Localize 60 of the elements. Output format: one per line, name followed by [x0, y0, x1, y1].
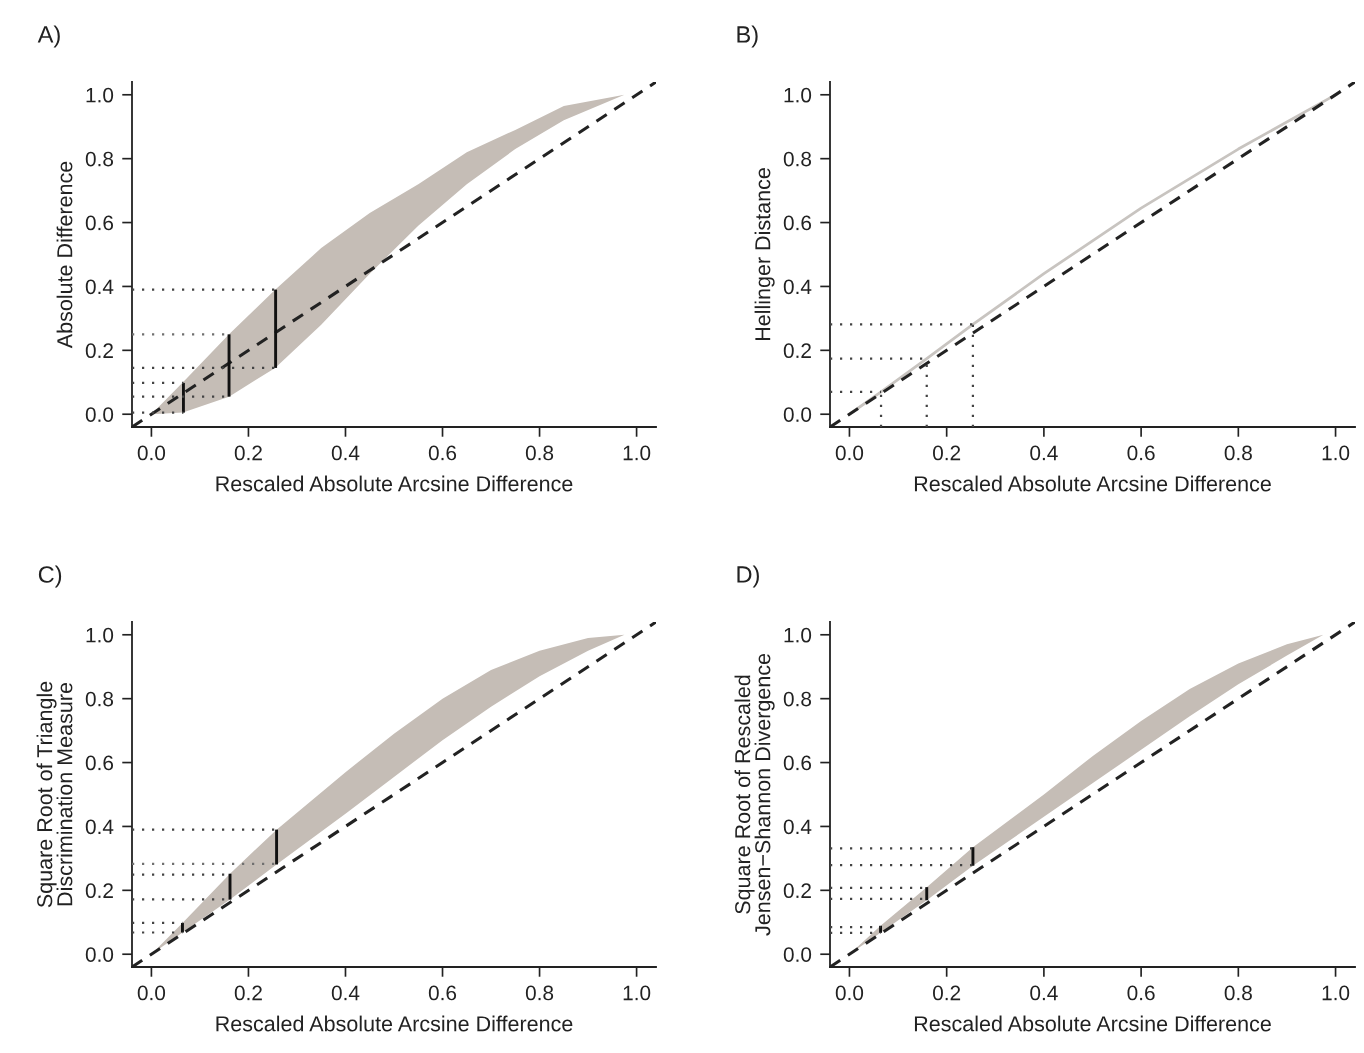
y-tick-label: 0.2	[85, 343, 113, 359]
x-axis-title: Rescaled Absolute Arcsine Difference	[914, 475, 1271, 492]
x-tick-label: 0.0	[137, 445, 166, 461]
x-tick-label: 0.8	[525, 445, 554, 461]
y-tick-label: 0.0	[85, 407, 114, 422]
y-axis-title: Square Root of Triangle Discrimination Measure	[36, 681, 73, 908]
y-tick-label: 0.8	[85, 151, 114, 167]
chart-title: A)	[37, 25, 60, 48]
x-tick-label: 0.2	[234, 985, 262, 1001]
y-tick-label: 0.4	[783, 279, 812, 295]
x-tick-label: 0.2	[933, 445, 961, 461]
chart-title: D)	[737, 565, 759, 588]
x-tick-label: 0.0	[835, 985, 864, 1001]
x-axis-title: Rescaled Absolute Arcsine Difference	[216, 475, 573, 492]
y-axis-title: Hellinger Distance	[754, 168, 775, 341]
x-tick-label: 0.0	[137, 985, 166, 1001]
y-tick-label: 0.2	[85, 883, 113, 899]
y-tick-label: 0.8	[783, 691, 812, 707]
y-tick-label: 0.6	[85, 755, 114, 771]
y-tick-label: 0.6	[783, 215, 812, 231]
x-tick-label: 0.2	[234, 445, 262, 461]
y-tick-label: 0.8	[85, 691, 114, 707]
x-tick-label: 0.8	[1224, 985, 1252, 1001]
y-tick-label: 0.4	[85, 819, 114, 835]
y-tick-label: 0.4	[783, 819, 812, 835]
y-tick-label: 0.0	[85, 947, 114, 962]
x-tick-label: 1.0	[1322, 985, 1350, 1001]
x-tick-label: 0.8	[525, 985, 554, 1001]
x-tick-label: 1.0	[623, 985, 651, 1001]
x-tick-label: 0.4	[331, 445, 360, 461]
x-axis-title: Rescaled Absolute Arcsine Difference	[914, 1015, 1271, 1032]
x-tick-label: 0.8	[1224, 445, 1252, 461]
y-axis-title: Square Root of Rescaled Jensen−Shannon Divergence	[734, 653, 775, 936]
x-tick-label: 0.6	[1127, 985, 1155, 1001]
x-tick-label: 1.0	[1322, 445, 1350, 461]
y-tick-label: 0.2	[783, 883, 811, 899]
x-tick-label: 0.4	[1030, 445, 1058, 461]
y-tick-label: 0.8	[783, 151, 812, 167]
x-axis-title: Rescaled Absolute Arcsine Difference	[216, 1015, 573, 1032]
x-tick-label: 0.6	[1127, 445, 1155, 461]
x-tick-label: 1.0	[623, 445, 651, 461]
x-tick-label: 0.6	[428, 985, 457, 1001]
x-tick-label: 0.4	[331, 985, 360, 1001]
y-tick-label: 0.6	[783, 755, 812, 771]
chart-title: B)	[737, 25, 758, 48]
y-tick-label: 0.2	[783, 343, 811, 359]
y-tick-label: 1.0	[784, 87, 812, 103]
x-tick-label: 0.6	[428, 445, 457, 461]
y-axis-title: Absolute Difference	[56, 161, 73, 349]
y-tick-label: 1.0	[86, 627, 114, 643]
x-tick-label: 0.4	[1030, 985, 1058, 1001]
x-tick-label: 0.2	[933, 985, 961, 1001]
y-tick-label: 1.0	[86, 87, 114, 103]
y-tick-label: 1.0	[784, 627, 812, 643]
y-tick-label: 0.0	[783, 407, 812, 422]
y-tick-label: 0.0	[783, 947, 812, 962]
y-tick-label: 0.4	[85, 279, 114, 295]
y-tick-label: 0.6	[85, 215, 114, 231]
chart-title: C)	[38, 565, 62, 588]
x-tick-label: 0.0	[835, 445, 864, 461]
